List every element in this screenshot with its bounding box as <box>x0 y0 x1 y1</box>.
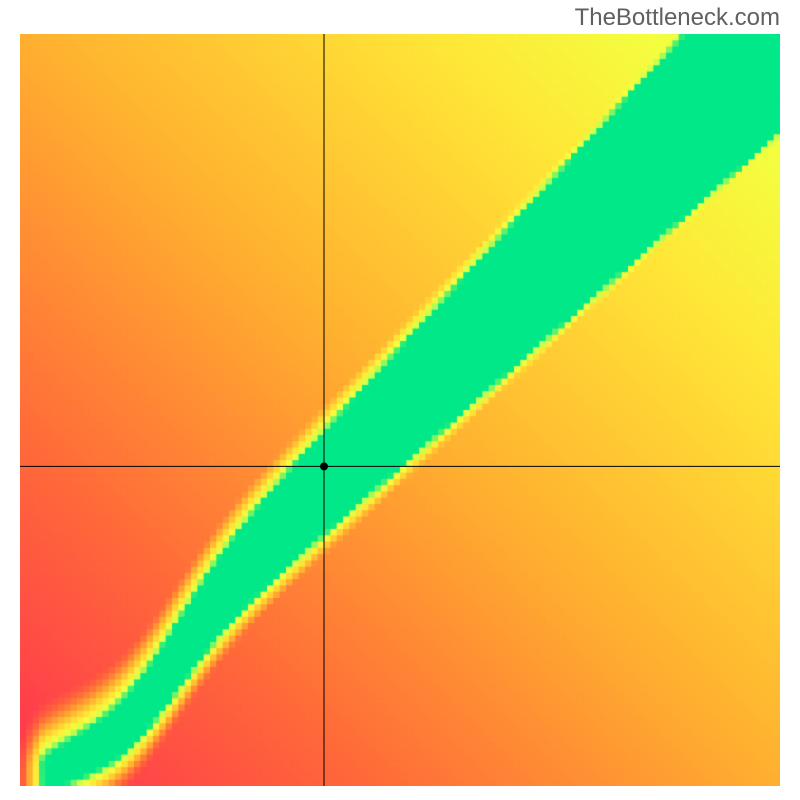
compatibility-heatmap <box>20 34 780 786</box>
bottleneck-chart-container: { "watermark": { "text": "TheBottleneck.… <box>0 0 800 800</box>
watermark-text: TheBottleneck.com <box>575 4 780 32</box>
